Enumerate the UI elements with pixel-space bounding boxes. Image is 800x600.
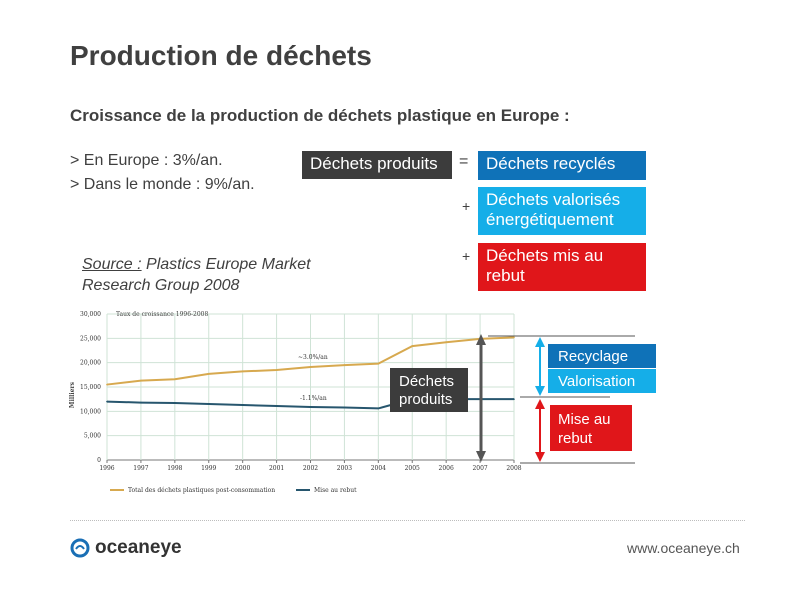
- mise-au-rebut-line2: rebut: [558, 430, 593, 447]
- produits-arrow-head-bottom: [476, 451, 486, 462]
- rebut-arrow-head-bottom: [535, 452, 545, 462]
- valorises-line1: Déchets valorisés: [486, 190, 621, 209]
- x-axis-ticks: 1996 1997 1998 1999 2000 2001 2002 2003 2004 2005…: [99, 460, 522, 472]
- oceaneye-logo-icon: [70, 538, 90, 558]
- legend-label-rebut: Mise au rebut: [314, 487, 357, 494]
- x-tick-label: 2008: [506, 465, 521, 472]
- series-1-point: [106, 400, 108, 403]
- box-dechets-rebut: Déchets mis au rebut: [478, 243, 646, 291]
- logo-text: oceaneye: [95, 537, 182, 558]
- y-tick-label: 5,000: [84, 433, 101, 440]
- mise-au-rebut-box: [550, 405, 632, 451]
- series-0-point: [513, 336, 515, 339]
- series-0-point: [207, 373, 210, 375]
- y-tick-label: 20,000: [80, 360, 101, 367]
- source-citation: Source : Plastics Europe Market Research…: [82, 254, 311, 296]
- rebut-arrow-head-top: [535, 399, 545, 409]
- x-tick-label: 1999: [201, 465, 216, 472]
- box-dechets-recycles: Déchets recyclés: [478, 151, 646, 180]
- recycling-arrow-head-bottom: [535, 386, 545, 396]
- box-dechets-produits: Déchets produits: [302, 151, 452, 179]
- series-0-point: [343, 364, 346, 366]
- y-tick-label: 10,000: [80, 408, 101, 415]
- series-0-point: [309, 366, 312, 368]
- valorisation-label: Valorisation: [558, 373, 635, 390]
- box-dechets-valorises: Déchets valorisés énergétiquement: [478, 187, 646, 235]
- y-tick-label: 15,000: [80, 384, 101, 391]
- rebut-line1: Déchets mis au: [486, 246, 604, 265]
- x-tick-label: 1998: [167, 465, 182, 472]
- x-tick-label: 2005: [405, 465, 420, 472]
- recycling-arrow-head-top: [535, 337, 545, 347]
- recyclage-label: Recyclage: [558, 348, 628, 365]
- series-1-point: [309, 406, 312, 408]
- valorises-line2: énergétiquement: [486, 210, 614, 229]
- source-line1: Plastics Europe Market: [141, 256, 311, 273]
- valorisation-box: [548, 369, 656, 393]
- x-tick-label: 2000: [235, 465, 250, 472]
- annotation-decline: -1.1%/an: [300, 395, 327, 402]
- y-tick-label: 30,000: [80, 311, 101, 318]
- series-0-point: [174, 378, 176, 381]
- mise-au-rebut-line1: Mise au: [558, 411, 611, 428]
- oceaneye-logo: oceaneye: [70, 537, 182, 559]
- produits-overlay-line1: Déchets: [399, 373, 454, 390]
- series-0-point: [445, 341, 447, 344]
- series-1-point: [207, 403, 210, 405]
- y-tick-label: 0: [97, 457, 101, 464]
- plus-sign-1: +: [462, 198, 471, 214]
- stat-monde: > Dans le monde : 9%/an.: [70, 176, 255, 193]
- produits-overlay-line2: produits: [399, 391, 452, 408]
- page-title: Production de déchets: [70, 40, 372, 71]
- series-1-point: [377, 407, 380, 410]
- series-1-point: [241, 404, 244, 406]
- series-0-point: [411, 345, 414, 347]
- x-tick-label: 1996: [99, 465, 114, 472]
- x-tick-label: 2002: [303, 465, 318, 472]
- annotation-growth: ~3.0%/an: [298, 354, 328, 361]
- chart-title: Taux de croissance 1996-2008: [116, 311, 208, 318]
- x-tick-label: 1997: [133, 465, 148, 472]
- x-tick-label: 2004: [371, 465, 386, 472]
- series-1-point: [140, 401, 142, 404]
- produits-arrow-head-top: [476, 334, 486, 345]
- source-label: Source :: [82, 256, 142, 273]
- stat-europe: > En Europe : 3%/an.: [70, 152, 223, 169]
- legend-label-total: Total des déchets plastiques post-consom…: [128, 487, 275, 494]
- x-tick-label: 2007: [472, 465, 487, 472]
- source-line2: Research Group 2008: [82, 277, 240, 294]
- x-tick-label: 2003: [337, 465, 352, 472]
- series-0-point: [241, 370, 244, 373]
- series-0-point: [275, 369, 278, 371]
- rebut-line2: rebut: [486, 266, 525, 285]
- x-tick-label: 2006: [439, 465, 454, 472]
- recyclage-box: [548, 344, 656, 368]
- footer-divider: [70, 520, 745, 521]
- y-axis-ticks: 0 5,000 10,000 15,000 20,000 25,000 30,000: [80, 311, 101, 464]
- series-1-point: [174, 402, 176, 404]
- equals-sign: =: [459, 153, 469, 170]
- series-1-point: [513, 398, 515, 400]
- series-0-point: [377, 362, 380, 365]
- series-0-point: [106, 383, 108, 386]
- produits-overlay-box: [390, 368, 468, 412]
- series-1-point: [343, 406, 346, 409]
- x-tick-label: 2001: [269, 465, 284, 472]
- plus-sign-2: +: [462, 248, 471, 264]
- series-0-point: [140, 379, 142, 382]
- series-1-point: [275, 405, 278, 407]
- slide-subtitle: Croissance de la production de déchets p…: [70, 106, 570, 125]
- chart-ylabel: Milliers: [69, 381, 76, 408]
- y-tick-label: 25,000: [80, 335, 101, 342]
- website-link[interactable]: www.oceaneye.ch: [627, 540, 740, 556]
